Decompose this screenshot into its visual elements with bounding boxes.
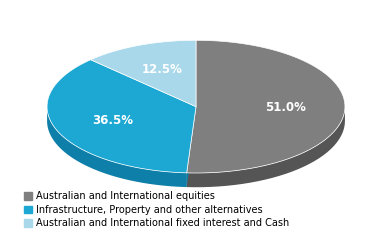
- Legend: Australian and International equities, Infrastructure, Property and other altern: Australian and International equities, I…: [20, 187, 293, 232]
- Polygon shape: [187, 40, 345, 173]
- Text: 51.0%: 51.0%: [265, 101, 306, 114]
- Polygon shape: [91, 40, 196, 107]
- Text: 12.5%: 12.5%: [142, 63, 182, 76]
- Polygon shape: [187, 107, 196, 187]
- Polygon shape: [47, 109, 187, 187]
- Text: 36.5%: 36.5%: [92, 114, 133, 127]
- Polygon shape: [187, 107, 196, 187]
- Polygon shape: [47, 60, 196, 173]
- Polygon shape: [187, 107, 345, 187]
